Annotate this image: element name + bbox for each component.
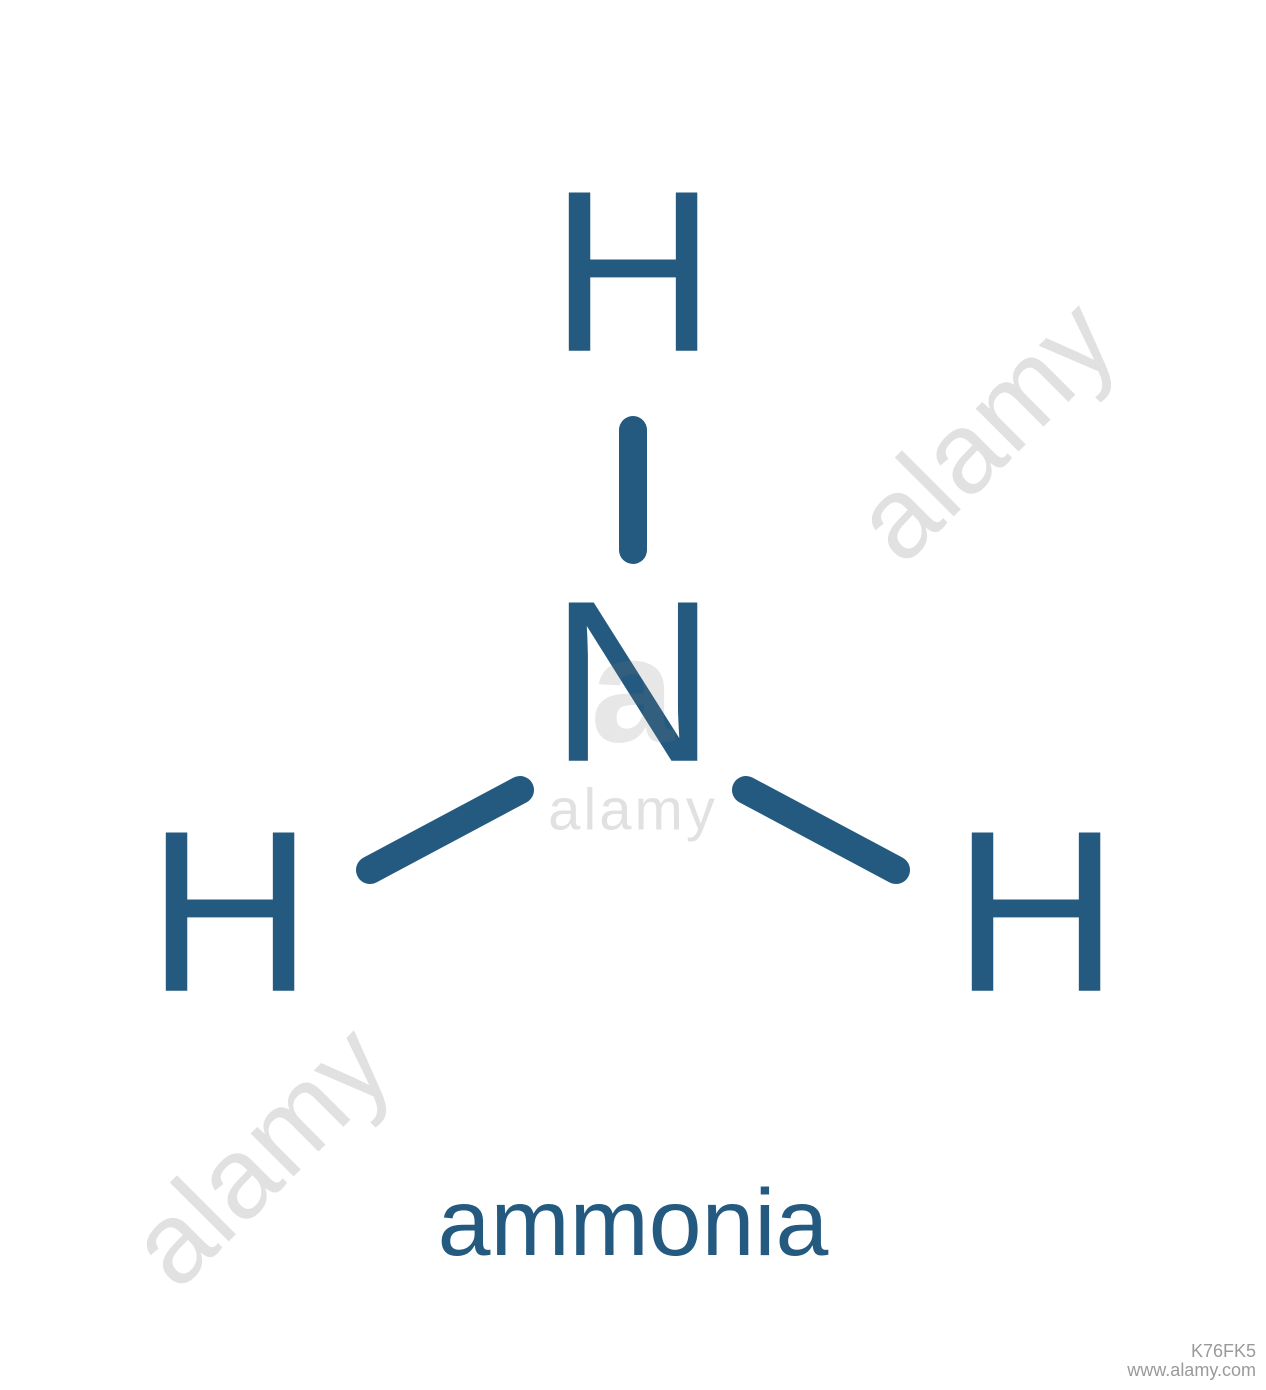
atom-H1: H xyxy=(550,143,716,400)
stock-id-url: www.alamy.com xyxy=(1127,1361,1256,1380)
molecule-svg: NH H Hammonia xyxy=(0,0,1266,1390)
atom-H3: H xyxy=(953,783,1119,1040)
caption: ammonia xyxy=(438,1170,829,1276)
diagram-canvas: NHHHammonia alamyalamyaalamyK76FK5www.al… xyxy=(0,0,1266,1390)
atom-H2: H xyxy=(147,783,313,1040)
stock-id: K76FK5www.alamy.com xyxy=(1127,1342,1256,1380)
atom-N: N xyxy=(550,553,716,810)
bond-N-H3 xyxy=(746,790,896,870)
bond-N-H2 xyxy=(370,790,520,870)
stock-id-code: K76FK5 xyxy=(1127,1342,1256,1361)
